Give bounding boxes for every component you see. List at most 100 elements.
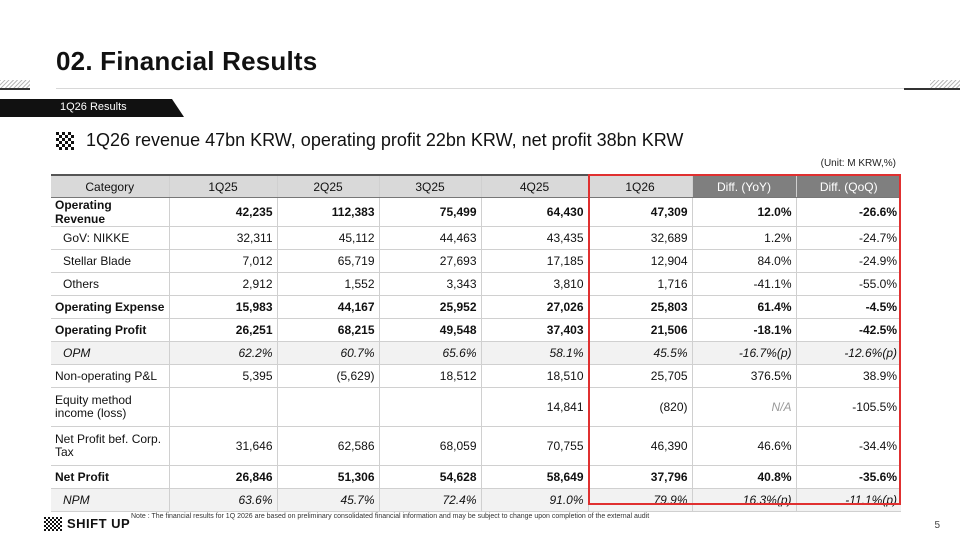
cell-4q25: 17,185 bbox=[480, 249, 588, 273]
cell-3q25: 44,463 bbox=[378, 226, 481, 250]
cell-2q25: 45.7% bbox=[276, 488, 379, 512]
cell-2q25: 45,112 bbox=[276, 226, 379, 250]
headline: 1Q26 revenue 47bn KRW, operating profit … bbox=[56, 130, 683, 151]
cell-2q25: 1,552 bbox=[276, 272, 379, 296]
row-category-line1: Equity method bbox=[55, 393, 132, 407]
cell-3q25: 68,059 bbox=[378, 426, 481, 466]
table-row: Operating Profit 26,251 68,215 49,548 37… bbox=[51, 318, 901, 342]
cell-2q25: 44,167 bbox=[276, 295, 379, 319]
col-header-yoy: Diff. (YoY) bbox=[691, 174, 796, 198]
cell-1q26: 47,309 bbox=[587, 197, 692, 227]
cell-yoy: -16.7%(p) bbox=[691, 341, 796, 365]
cell-3q25 bbox=[378, 387, 481, 427]
page-number: 5 bbox=[934, 520, 940, 531]
cell-3q25: 25,952 bbox=[378, 295, 481, 319]
checker-flag-icon bbox=[56, 131, 74, 150]
right-rule bbox=[904, 88, 960, 90]
col-header-qoq: Diff. (QoQ) bbox=[795, 174, 901, 198]
cell-1q26: 45.5% bbox=[587, 341, 692, 365]
col-header-4q25: 4Q25 bbox=[480, 174, 588, 198]
checker-logo-icon bbox=[44, 516, 62, 531]
cell-2q25: 51,306 bbox=[276, 465, 379, 489]
cell-3q25: 27,693 bbox=[378, 249, 481, 273]
cell-yoy: 40.8% bbox=[691, 465, 796, 489]
cell-1q26: 79.9% bbox=[587, 488, 692, 512]
cell-1q26: 46,390 bbox=[587, 426, 692, 466]
table-header-row: Category 1Q25 2Q25 3Q25 4Q25 1Q26 Diff. … bbox=[51, 174, 901, 198]
title-divider bbox=[56, 88, 904, 89]
cell-1q25: 63.6% bbox=[168, 488, 277, 512]
cell-4q25: 58.1% bbox=[480, 341, 588, 365]
cell-1q25: 7,012 bbox=[168, 249, 277, 273]
row-category: NPM bbox=[51, 488, 169, 512]
cell-qoq: -26.6% bbox=[795, 197, 901, 227]
table-row: GoV: NIKKE 32,311 45,112 44,463 43,435 3… bbox=[51, 226, 901, 250]
cell-1q26: 37,796 bbox=[587, 465, 692, 489]
col-header-category: Category bbox=[51, 174, 169, 198]
table-row: Stellar Blade 7,012 65,719 27,693 17,185… bbox=[51, 249, 901, 273]
table-row: Operating Revenue 42,235 112,383 75,499 … bbox=[51, 197, 901, 227]
row-category: Net Profit bbox=[51, 465, 169, 489]
cell-4q25: 27,026 bbox=[480, 295, 588, 319]
logo-text: SHIFT UP bbox=[67, 516, 131, 531]
cell-qoq: 38.9% bbox=[795, 364, 901, 388]
row-category: Operating Revenue bbox=[51, 197, 169, 227]
col-header-3q25: 3Q25 bbox=[378, 174, 481, 198]
cell-2q25: 68,215 bbox=[276, 318, 379, 342]
cell-4q25: 91.0% bbox=[480, 488, 588, 512]
cell-4q25: 37,403 bbox=[480, 318, 588, 342]
cell-4q25: 64,430 bbox=[480, 197, 588, 227]
footnote: Note : The financial results for 1Q 2026… bbox=[131, 513, 650, 520]
cell-1q26: (820) bbox=[587, 387, 692, 427]
cell-qoq: -105.5% bbox=[795, 387, 901, 427]
cell-4q25: 70,755 bbox=[480, 426, 588, 466]
left-rule bbox=[0, 88, 30, 90]
cell-1q26: 21,506 bbox=[587, 318, 692, 342]
cell-qoq: -35.6% bbox=[795, 465, 901, 489]
cell-1q25: 5,395 bbox=[168, 364, 277, 388]
cell-4q25: 3,810 bbox=[480, 272, 588, 296]
table-row: Others 2,912 1,552 3,343 3,810 1,716 -41… bbox=[51, 272, 901, 296]
cell-1q26: 12,904 bbox=[587, 249, 692, 273]
cell-3q25: 72.4% bbox=[378, 488, 481, 512]
col-header-1q25: 1Q25 bbox=[168, 174, 277, 198]
cell-yoy: 46.6% bbox=[691, 426, 796, 466]
section-tab: 1Q26 Results bbox=[0, 99, 184, 117]
financial-table: Category 1Q25 2Q25 3Q25 4Q25 1Q26 Diff. … bbox=[51, 174, 901, 512]
row-category: Operating Profit bbox=[51, 318, 169, 342]
row-category: Operating Expense bbox=[51, 295, 169, 319]
cell-3q25: 54,628 bbox=[378, 465, 481, 489]
row-category: Net Profit bef. Corp. Tax bbox=[51, 426, 169, 466]
cell-yoy: 84.0% bbox=[691, 249, 796, 273]
page-title: 02. Financial Results bbox=[56, 46, 318, 76]
cell-1q26: 1,716 bbox=[587, 272, 692, 296]
cell-2q25: 60.7% bbox=[276, 341, 379, 365]
cell-1q25: 26,251 bbox=[168, 318, 277, 342]
cell-4q25: 43,435 bbox=[480, 226, 588, 250]
col-header-1q26: 1Q26 bbox=[587, 174, 692, 198]
row-category-line1: Net Profit bef. Corp. bbox=[55, 432, 162, 446]
cell-qoq: -12.6%(p) bbox=[795, 341, 901, 365]
cell-2q25: 62,586 bbox=[276, 426, 379, 466]
cell-qoq: -42.5% bbox=[795, 318, 901, 342]
cell-qoq: -55.0% bbox=[795, 272, 901, 296]
col-header-2q25: 2Q25 bbox=[276, 174, 379, 198]
cell-1q26: 32,689 bbox=[587, 226, 692, 250]
cell-3q25: 3,343 bbox=[378, 272, 481, 296]
cell-qoq: -34.4% bbox=[795, 426, 901, 466]
row-category: Non-operating P&L bbox=[51, 364, 169, 388]
cell-1q25 bbox=[168, 387, 277, 427]
company-logo: SHIFT UP bbox=[44, 516, 130, 531]
row-category-line2: Tax bbox=[55, 445, 74, 459]
table-row: Net Profit bef. Corp. Tax 31,646 62,586 … bbox=[51, 426, 901, 466]
section-tab-label: 1Q26 Results bbox=[60, 101, 127, 113]
cell-qoq: -24.9% bbox=[795, 249, 901, 273]
cell-yoy: 1.2% bbox=[691, 226, 796, 250]
row-category: Others bbox=[51, 272, 169, 296]
row-category: Equity method income (loss) bbox=[51, 387, 169, 427]
cell-3q25: 65.6% bbox=[378, 341, 481, 365]
cell-1q25: 26,846 bbox=[168, 465, 277, 489]
cell-4q25: 18,510 bbox=[480, 364, 588, 388]
cell-2q25: 65,719 bbox=[276, 249, 379, 273]
cell-yoy: 61.4% bbox=[691, 295, 796, 319]
